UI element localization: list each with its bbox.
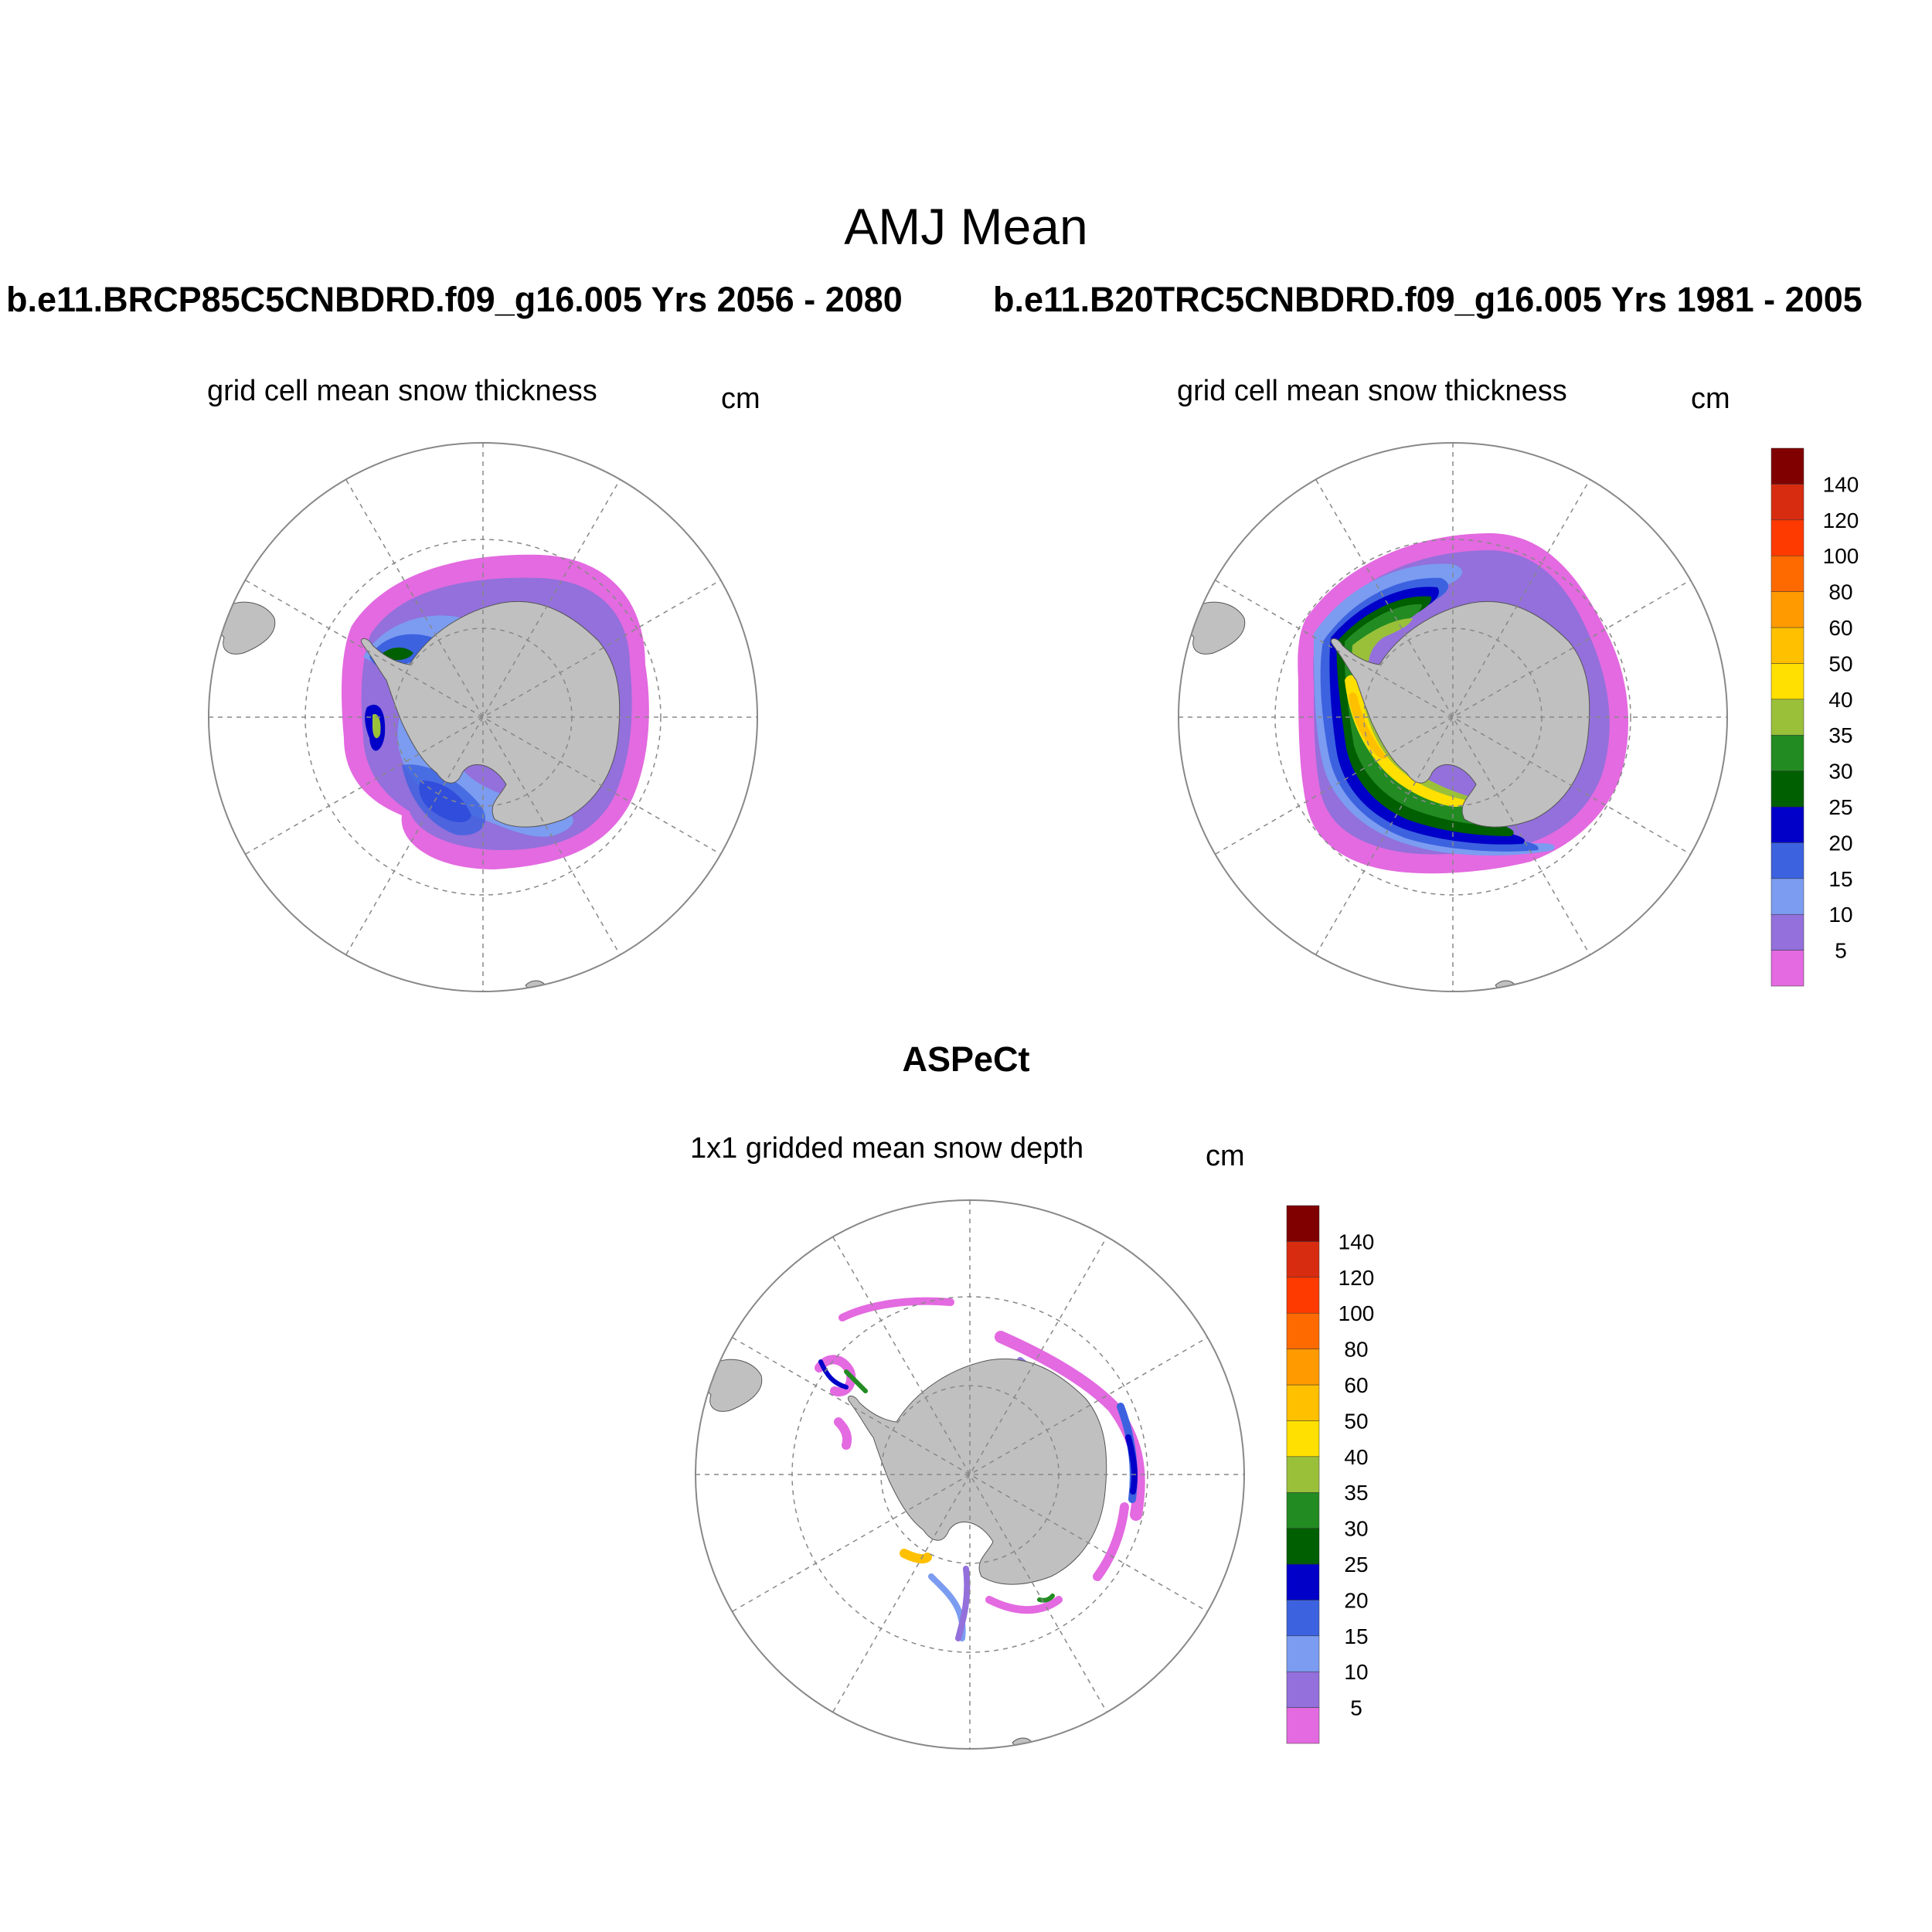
colorbar-bottom-swatch — [1286, 1635, 1320, 1672]
graticule-left — [209, 443, 757, 992]
graticule-right — [1179, 443, 1727, 992]
colorbar-top-swatch — [1770, 627, 1804, 664]
colorbar-bottom-tick-label: 20 — [1344, 1588, 1368, 1612]
colorbar-bottom-tick-label: 50 — [1344, 1409, 1368, 1433]
colorbar-top-tick-label: 40 — [1828, 688, 1852, 712]
snow-field-obs — [815, 1297, 1145, 1641]
colorbar-bottom-swatch — [1286, 1312, 1320, 1349]
panel-left-units: cm — [721, 383, 760, 415]
colorbar-top-swatch — [1770, 913, 1804, 951]
colorbar-top-tick-label: 100 — [1823, 544, 1859, 568]
colorbar-bottom-tick-label: 40 — [1344, 1445, 1368, 1469]
colorbar-top-tick-label: 15 — [1828, 867, 1852, 891]
colorbar-top-swatch — [1770, 878, 1804, 915]
colorbar-top-swatch — [1770, 950, 1804, 987]
map-right — [1178, 442, 1728, 992]
colorbar-bottom-swatch — [1286, 1384, 1320, 1421]
map-left — [208, 442, 758, 992]
colorbar-bottom-tick-label: 25 — [1344, 1553, 1368, 1577]
colorbar-top-swatch — [1770, 591, 1804, 628]
colorbar-top-tick-label: 10 — [1828, 903, 1852, 927]
colorbar-bottom-swatch — [1286, 1241, 1320, 1278]
colorbar-bottom-swatch — [1286, 1563, 1320, 1600]
antarctica-left — [216, 600, 621, 992]
colorbar-bottom-swatch — [1286, 1600, 1320, 1637]
colorbar-bottom-swatch — [1286, 1349, 1320, 1386]
graticule-obs — [696, 1200, 1244, 1749]
colorbar-bottom-swatch — [1286, 1707, 1320, 1744]
colorbar-top-tick-label: 120 — [1823, 509, 1859, 532]
colorbar-bottom: 5 10 15 20 25 30 35 40 50 60 80 100 120 140 — [1286, 1205, 1375, 1744]
map-left-border — [208, 442, 758, 992]
colorbar-top-tick-label: 140 — [1823, 472, 1859, 496]
map-right-border — [1178, 442, 1728, 992]
colorbar-top: 5 10 15 20 25 30 35 40 50 60 80 100 120 140 — [1770, 447, 1859, 987]
colorbar-bottom-swatch — [1286, 1277, 1320, 1314]
antarctica-obs — [703, 1358, 1107, 1749]
panel-obs-subtitle: 1x1 gridded mean snow depth — [690, 1132, 1084, 1165]
colorbar-bottom-tick-label: 140 — [1338, 1230, 1375, 1253]
panel-right-subtitle: grid cell mean snow thickness — [1177, 375, 1567, 407]
antarctica-right — [1186, 600, 1590, 992]
colorbar-top-swatch — [1770, 555, 1804, 592]
colorbar-bottom-swatch — [1286, 1492, 1320, 1529]
colorbar-top-tick-label: 60 — [1828, 616, 1852, 640]
panel-left-subtitle: grid cell mean snow thickness — [207, 375, 597, 407]
colorbar-top-tick-label: 30 — [1828, 760, 1852, 784]
colorbar-bottom-tick-label: 30 — [1344, 1517, 1368, 1541]
colorbar-top-tick-label: 80 — [1828, 580, 1852, 604]
panel-obs-units: cm — [1206, 1140, 1245, 1172]
colorbar-bottom-swatch — [1286, 1671, 1320, 1708]
colorbar-top-tick-label: 35 — [1828, 723, 1852, 747]
colorbar-bottom-tick-label: 10 — [1344, 1660, 1368, 1684]
colorbar-top-swatch — [1770, 699, 1804, 736]
colorbar-top-tick-label: 50 — [1828, 651, 1852, 675]
colorbar-bottom-tick-label: 35 — [1344, 1481, 1368, 1505]
colorbar-top-tick-label: 5 — [1835, 939, 1847, 963]
colorbar-top-swatch — [1770, 447, 1804, 485]
colorbar-top-swatch — [1770, 770, 1804, 808]
colorbar-bottom-swatch — [1286, 1528, 1320, 1565]
colorbar-bottom-tick-label: 120 — [1338, 1266, 1375, 1290]
run-title-right: b.e11.B20TRC5CNBDRD.f09_g16.005 Yrs 1981… — [993, 280, 1862, 319]
colorbar-bottom-swatch — [1286, 1456, 1320, 1493]
colorbar-top-tick-label: 25 — [1828, 795, 1852, 819]
colorbar-bottom-tick-label: 100 — [1338, 1301, 1375, 1325]
colorbar-bottom-swatch — [1286, 1420, 1320, 1458]
colorbar-bottom-swatch — [1286, 1205, 1320, 1242]
colorbar-top-swatch — [1770, 663, 1804, 700]
map-obs-border — [695, 1199, 1245, 1750]
colorbar-top-swatch — [1770, 806, 1804, 843]
colorbar-top-swatch — [1770, 484, 1804, 521]
colorbar-top-swatch — [1770, 519, 1804, 556]
panel-right-units: cm — [1691, 383, 1730, 415]
colorbar-bottom-tick-label: 15 — [1344, 1624, 1368, 1648]
colorbar-bottom-tick-label: 60 — [1344, 1373, 1368, 1397]
obs-title: ASPeCt — [902, 1039, 1030, 1079]
colorbar-bottom-tick-label: 5 — [1350, 1696, 1362, 1720]
colorbar-top-tick-label: 20 — [1828, 831, 1852, 855]
figure-title: AMJ Mean — [844, 198, 1088, 255]
colorbar-top-swatch — [1770, 734, 1804, 771]
colorbar-top-swatch — [1770, 842, 1804, 879]
colorbar-bottom-tick-label: 80 — [1344, 1338, 1368, 1362]
map-obs — [695, 1199, 1245, 1750]
run-title-left: b.e11.BRCP85C5CNBDRD.f09_g16.005 Yrs 205… — [6, 280, 903, 319]
